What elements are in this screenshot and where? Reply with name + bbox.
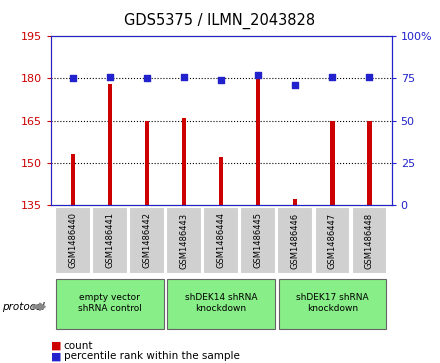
Bar <box>240 207 276 274</box>
Bar <box>256 78 260 205</box>
Bar <box>166 207 202 274</box>
Point <box>70 76 77 81</box>
Bar <box>129 207 165 274</box>
Bar <box>145 121 149 205</box>
Text: GSM1486445: GSM1486445 <box>254 212 263 269</box>
Text: GSM1486448: GSM1486448 <box>365 212 374 269</box>
Point <box>366 74 373 80</box>
Text: GSM1486442: GSM1486442 <box>143 212 151 269</box>
Bar <box>278 207 313 274</box>
Point <box>106 74 114 80</box>
Bar <box>182 118 186 205</box>
Point <box>292 82 299 88</box>
Text: GSM1486446: GSM1486446 <box>291 212 300 269</box>
Point <box>255 72 262 78</box>
Text: GDS5375 / ILMN_2043828: GDS5375 / ILMN_2043828 <box>125 13 315 29</box>
Text: empty vector
shRNA control: empty vector shRNA control <box>78 293 142 313</box>
Text: ■: ■ <box>51 340 61 351</box>
Bar <box>330 121 334 205</box>
Bar <box>367 121 372 205</box>
Text: GSM1486444: GSM1486444 <box>216 212 226 269</box>
Bar <box>70 155 75 205</box>
Text: GSM1486441: GSM1486441 <box>106 212 114 269</box>
Text: GSM1486447: GSM1486447 <box>328 212 337 269</box>
Point <box>218 77 225 83</box>
Bar <box>293 200 297 205</box>
Text: ■: ■ <box>51 351 61 362</box>
Text: GSM1486440: GSM1486440 <box>68 212 77 269</box>
Bar <box>56 279 164 329</box>
Text: count: count <box>64 340 93 351</box>
Bar <box>315 207 350 274</box>
Bar <box>92 207 128 274</box>
Point <box>329 74 336 80</box>
Bar <box>219 157 224 205</box>
Text: shDEK14 shRNA
knockdown: shDEK14 shRNA knockdown <box>185 293 257 313</box>
Bar <box>352 207 387 274</box>
Text: shDEK17 shRNA
knockdown: shDEK17 shRNA knockdown <box>296 293 369 313</box>
Bar <box>55 207 91 274</box>
Point <box>143 76 150 81</box>
Point <box>180 74 187 80</box>
Text: GSM1486443: GSM1486443 <box>180 212 188 269</box>
Bar <box>167 279 275 329</box>
Bar <box>279 279 386 329</box>
Text: protocol: protocol <box>2 302 45 312</box>
Text: percentile rank within the sample: percentile rank within the sample <box>64 351 240 362</box>
Bar <box>203 207 239 274</box>
Bar <box>108 84 112 205</box>
